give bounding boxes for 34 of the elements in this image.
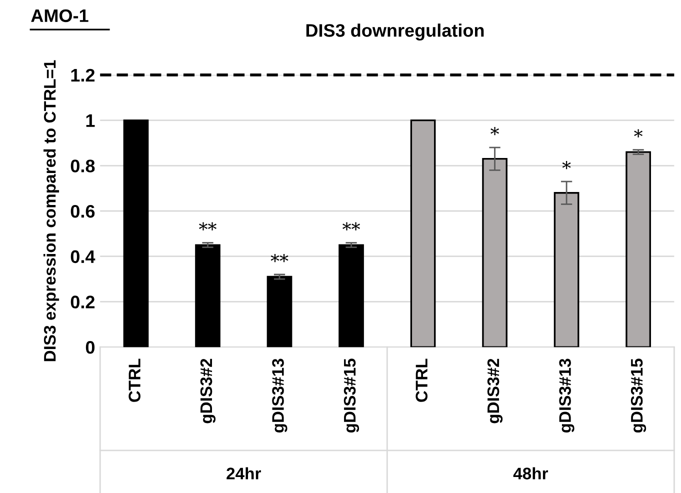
x-tick-label: gDIS3#2 (200, 358, 216, 424)
bar (554, 192, 580, 348)
bar (482, 158, 508, 348)
data-label: * (490, 126, 500, 136)
bar (195, 244, 220, 348)
y-axis-title: DIS3 expression compared to CTRL=1 (44, 60, 60, 362)
chart-title: DIS3 downregulation (306, 24, 484, 40)
x-tick-label: gDIS3#15 (344, 358, 360, 433)
y-tick-label: 0.2 (70, 296, 95, 308)
text: 48hr (513, 467, 548, 480)
x-tick-label: gDIS3#13 (559, 358, 574, 433)
y-tick-label: 0.8 (70, 160, 95, 172)
y-tick-label: 0.6 (70, 204, 95, 218)
x-tick-label: gDIS3#15 (630, 358, 646, 433)
data-label: ** (270, 254, 288, 262)
bar (626, 151, 651, 348)
x-tick-label: gDIS3#2 (487, 358, 503, 424)
data-label: * (634, 129, 643, 138)
bar (266, 276, 292, 348)
y-tick-label: 0 (86, 341, 95, 354)
x-tick-label: gDIS3#13 (272, 358, 288, 433)
y-tick-label: 1 (86, 114, 95, 127)
data-label: ** (342, 222, 360, 230)
x-tick-label: CTRL (416, 358, 428, 402)
y-tick-label: 0.4 (70, 250, 96, 264)
bar (338, 244, 364, 348)
x-tick-label: CTRL (128, 358, 140, 402)
data-label: * (562, 160, 571, 170)
bar (410, 119, 436, 348)
y-tick-label: 1.2 (71, 68, 95, 82)
text: 24hr (226, 467, 261, 480)
text: AMO-1 (31, 9, 88, 22)
bar (123, 119, 149, 348)
data-label: ** (199, 222, 216, 230)
